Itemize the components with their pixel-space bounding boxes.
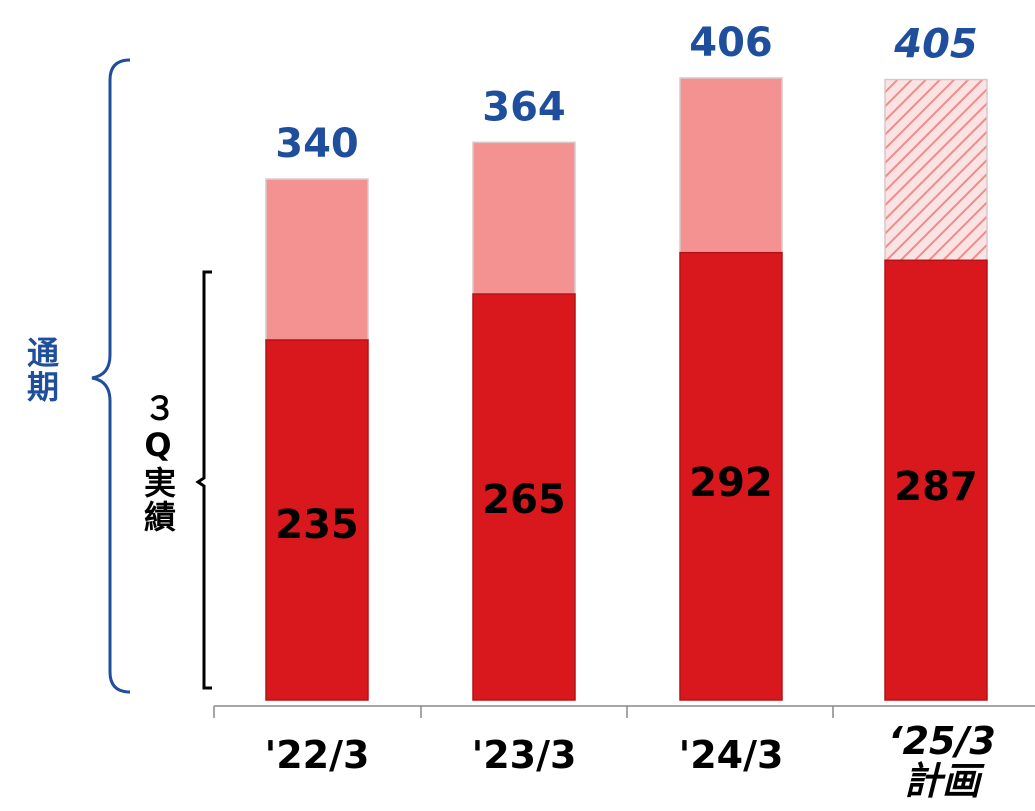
x-axis	[213, 705, 1035, 718]
bar-q3-actual-segment	[884, 259, 988, 701]
bar-remainder-segment	[472, 141, 576, 295]
x-tick-label: '22/3	[265, 733, 370, 777]
full-year-brace	[91, 58, 131, 694]
bar-q3-actual-segment	[679, 251, 783, 701]
total-value-label: 364	[482, 84, 566, 130]
q3-actual-value-label: 287	[894, 464, 978, 510]
x-tick-labels: '22/3 '23/3 '24/3 ‘25/3 計画	[265, 719, 996, 803]
full-year-label: 通期	[22, 336, 60, 404]
total-value-label: 405	[893, 22, 978, 68]
x-tick-label: '24/3	[679, 733, 784, 777]
q3-actual-label: ３Q実績	[139, 392, 177, 534]
bar-q3-actual-segment	[472, 293, 576, 701]
bar-remainder-segment	[884, 78, 988, 262]
q3-actual-value-label: 265	[482, 477, 566, 523]
q3-actual-bracket	[195, 270, 212, 690]
brackets	[91, 58, 212, 694]
data-labels: 340 235 364 265 406 292 405 287	[275, 20, 978, 548]
total-value-label: 406	[689, 20, 773, 66]
total-value-label: 340	[275, 121, 359, 167]
bar-remainder-segment	[679, 77, 783, 254]
x-tick-label: '23/3	[472, 733, 577, 777]
bars	[265, 77, 988, 701]
q3-actual-value-label: 235	[275, 502, 359, 548]
bar-remainder-segment	[265, 178, 369, 341]
x-tick-label: ‘25/3 計画	[888, 719, 996, 803]
q3-actual-value-label: 292	[689, 460, 773, 506]
bar-q3-actual-segment	[265, 339, 369, 701]
